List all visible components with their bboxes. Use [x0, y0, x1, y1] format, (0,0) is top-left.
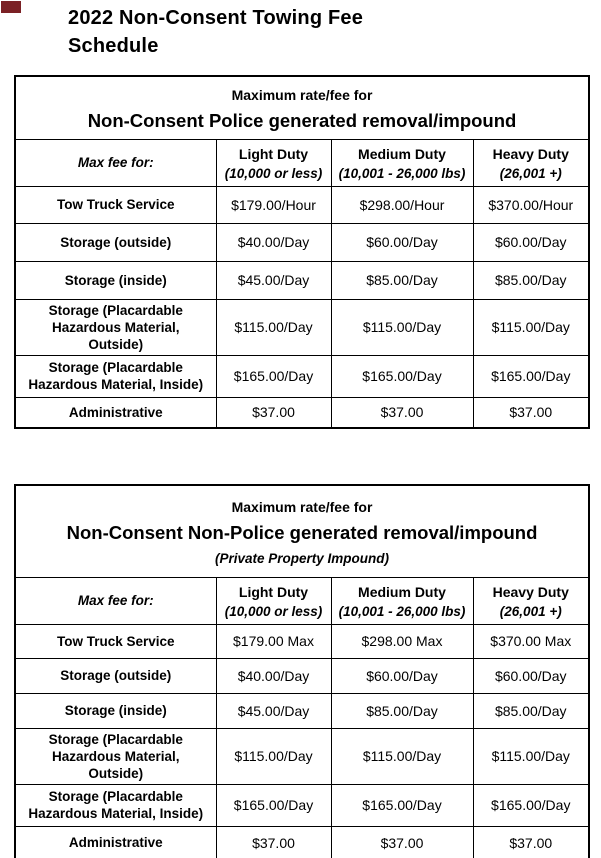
page-title-line1: 2022 Non-Consent Towing Fee — [68, 7, 364, 29]
fee-value: $115.00/Day — [215, 727, 332, 785]
police-fee-table: Maximum rate/fee for Non-Consent Police … — [14, 75, 591, 429]
row-label: Tow Truck Service — [14, 185, 217, 224]
column-name: Heavy Duty — [492, 584, 569, 600]
column-name: Light Duty — [238, 584, 309, 600]
fee-value: $298.00/Hour — [330, 185, 474, 224]
column-header-medium-duty: Medium Duty (10,001 - 26,000 lbs) — [330, 138, 474, 187]
max-fee-for-cell: Max fee for: — [14, 138, 217, 187]
table-row: Storage (Placardable Hazardous Material,… — [14, 298, 590, 356]
table-title: Non-Consent Non-Police generated removal… — [66, 521, 538, 543]
table-sub-caption: (Private Property Impound) — [214, 550, 390, 566]
table-row: Tow Truck Service $179.00 Max $298.00 Ma… — [14, 623, 590, 659]
table-header-cell: Maximum rate/fee for Non-Consent Non-Pol… — [14, 484, 590, 578]
column-header-row: Max fee for: Light Duty (10,000 or less)… — [14, 576, 590, 625]
row-label: Storage (Placardable Hazardous Material,… — [14, 354, 217, 398]
fee-value: $165.00/Day — [330, 783, 474, 827]
row-label: Storage (Placardable Hazardous Material,… — [14, 727, 217, 785]
column-header-light-duty: Light Duty (10,000 or less) — [215, 576, 332, 625]
fee-value: $115.00/Day — [330, 727, 474, 785]
fee-value: $40.00/Day — [215, 222, 332, 262]
fee-value: $115.00/Day — [472, 727, 590, 785]
fee-value: $165.00/Day — [472, 354, 590, 398]
row-label: Storage (Placardable Hazardous Material,… — [14, 783, 217, 827]
max-fee-for-label: Max fee for: — [77, 154, 154, 170]
column-weight-range: (10,001 - 26,000 lbs) — [338, 166, 466, 181]
table-row: Storage (outside) $40.00/Day $60.00/Day … — [14, 222, 590, 262]
table-header-row: Maximum rate/fee for Non-Consent Police … — [14, 75, 590, 140]
column-header-medium-duty: Medium Duty (10,001 - 26,000 lbs) — [330, 576, 474, 625]
table-subtitle: Maximum rate/fee for — [231, 498, 373, 515]
fee-value: $60.00/Day — [472, 222, 590, 262]
fee-value: $85.00/Day — [330, 260, 474, 300]
column-name: Light Duty — [238, 146, 309, 162]
row-label: Storage (inside) — [14, 692, 217, 729]
column-name: Medium Duty — [358, 146, 446, 162]
non-police-fee-table: Maximum rate/fee for Non-Consent Non-Pol… — [14, 484, 591, 858]
column-weight-range: (26,001 +) — [499, 604, 562, 619]
fee-value: $370.00/Hour — [472, 185, 590, 224]
row-label: Storage (Placardable Hazardous Material,… — [14, 298, 217, 356]
table-row: Storage (inside) $45.00/Day $85.00/Day $… — [14, 692, 590, 729]
table-header-cell: Maximum rate/fee for Non-Consent Police … — [14, 75, 590, 140]
column-header-heavy-duty: Heavy Duty (26,001 +) — [472, 576, 590, 625]
fee-value: $37.00 — [330, 825, 474, 858]
fee-value: $165.00/Day — [472, 783, 590, 827]
row-label: Tow Truck Service — [14, 623, 217, 659]
table-row: Storage (Placardable Hazardous Material,… — [14, 354, 590, 398]
column-header-heavy-duty: Heavy Duty (26,001 +) — [472, 138, 590, 187]
fee-value: $165.00/Day — [330, 354, 474, 398]
fee-value: $115.00/Day — [215, 298, 332, 356]
table-row: Storage (Placardable Hazardous Material,… — [14, 783, 590, 827]
fee-value: $40.00/Day — [215, 657, 332, 694]
fee-value: $179.00/Hour — [215, 185, 332, 224]
page-title: 2022 Non-Consent Towing Fee Schedule — [68, 4, 601, 60]
table-row: Administrative $37.00 $37.00 $37.00 — [14, 825, 590, 858]
fee-value: $60.00/Day — [330, 222, 474, 262]
table-row: Storage (outside) $40.00/Day $60.00/Day … — [14, 657, 590, 694]
column-weight-range: (10,000 or less) — [224, 604, 323, 619]
fee-value: $37.00 — [215, 825, 332, 858]
row-label: Storage (outside) — [14, 222, 217, 262]
column-weight-range: (10,001 - 26,000 lbs) — [338, 604, 466, 619]
fee-value: $60.00/Day — [330, 657, 474, 694]
fee-value: $298.00 Max — [330, 623, 474, 659]
max-fee-for-label: Max fee for: — [77, 592, 154, 608]
corner-artifact-mark — [1, 1, 21, 13]
fee-value: $37.00 — [472, 825, 590, 858]
table-title: Non-Consent Police generated removal/imp… — [87, 110, 517, 132]
table-row: Administrative $37.00 $37.00 $37.00 — [14, 396, 590, 429]
row-label: Administrative — [14, 825, 217, 858]
fee-value: $179.00 Max — [215, 623, 332, 659]
column-header-light-duty: Light Duty (10,000 or less) — [215, 138, 332, 187]
fee-value: $165.00/Day — [215, 354, 332, 398]
fee-value: $37.00 — [215, 396, 332, 429]
fee-value: $370.00 Max — [472, 623, 590, 659]
fee-value: $115.00/Day — [330, 298, 474, 356]
table-row: Storage (Placardable Hazardous Material,… — [14, 727, 590, 785]
row-label: Storage (outside) — [14, 657, 217, 694]
fee-value: $165.00/Day — [215, 783, 332, 827]
row-label: Administrative — [14, 396, 217, 429]
column-weight-range: (10,000 or less) — [224, 166, 323, 181]
column-header-row: Max fee for: Light Duty (10,000 or less)… — [14, 138, 590, 187]
fee-value: $85.00/Day — [330, 692, 474, 729]
fee-value: $37.00 — [330, 396, 474, 429]
column-name: Medium Duty — [358, 584, 446, 600]
table-subtitle: Maximum rate/fee for — [231, 87, 373, 104]
max-fee-for-cell: Max fee for: — [14, 576, 217, 625]
column-name: Heavy Duty — [492, 146, 569, 162]
fee-value: $85.00/Day — [472, 692, 590, 729]
fee-value: $85.00/Day — [472, 260, 590, 300]
fee-value: $60.00/Day — [472, 657, 590, 694]
row-label: Storage (inside) — [14, 260, 217, 300]
fee-value: $37.00 — [472, 396, 590, 429]
table-row: Storage (inside) $45.00/Day $85.00/Day $… — [14, 260, 590, 300]
table-header-row: Maximum rate/fee for Non-Consent Non-Pol… — [14, 484, 590, 578]
fee-value: $115.00/Day — [472, 298, 590, 356]
page-title-line2: Schedule — [68, 35, 159, 57]
table-row: Tow Truck Service $179.00/Hour $298.00/H… — [14, 185, 590, 224]
column-weight-range: (26,001 +) — [499, 166, 562, 181]
fee-value: $45.00/Day — [215, 260, 332, 300]
fee-value: $45.00/Day — [215, 692, 332, 729]
